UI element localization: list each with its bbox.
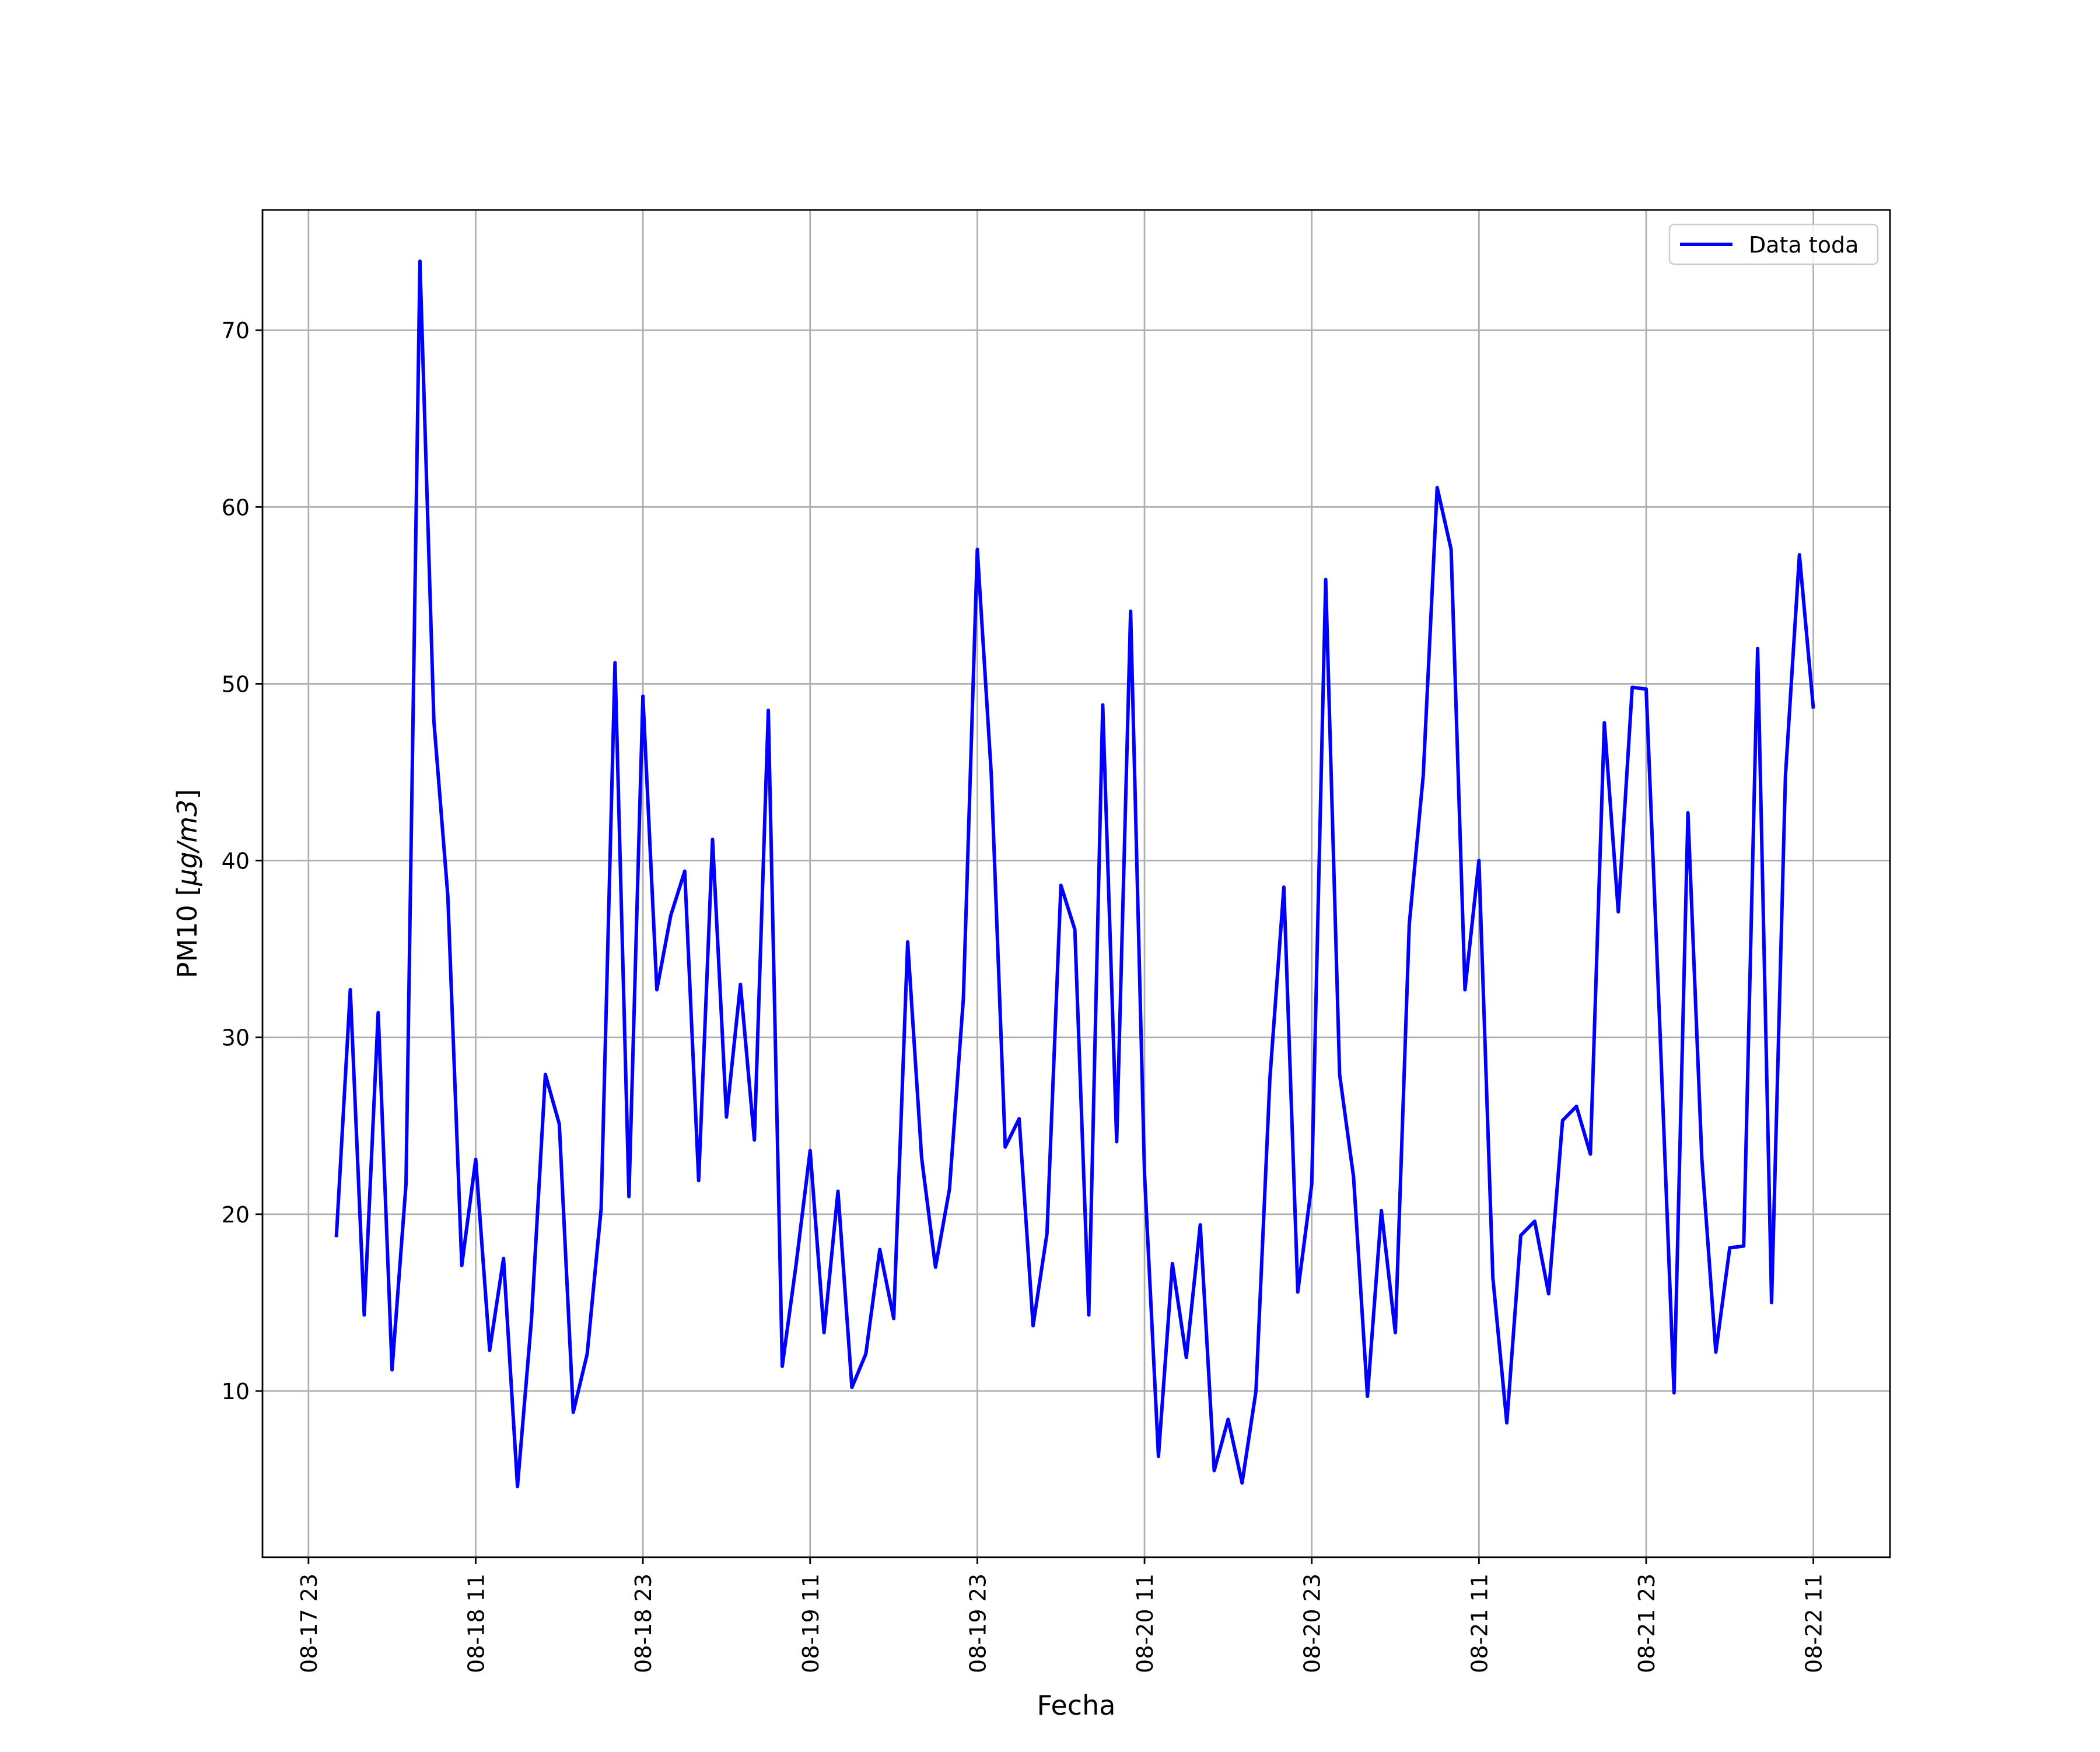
x-tick-label: 08-19 11	[798, 1574, 824, 1673]
x-tick-label: 08-17 23	[296, 1574, 322, 1673]
legend: Data toda	[1668, 223, 1879, 265]
y-axis-label-suffix: ]	[172, 789, 203, 800]
x-tick-label: 08-18 23	[631, 1574, 656, 1673]
legend-box	[1668, 223, 1879, 265]
y-axis-label: PM10 [μg/m3]	[172, 789, 203, 979]
x-tick-label: 08-18 11	[463, 1574, 489, 1673]
series-layer	[334, 259, 1815, 1488]
y-tick-label: 10	[222, 1379, 250, 1404]
x-tick-label: 08-20 11	[1132, 1574, 1158, 1673]
x-tick-label: 08-19 23	[965, 1574, 991, 1673]
x-tick-label: 08-20 23	[1300, 1574, 1325, 1673]
series-line-data-toda	[334, 259, 1815, 1488]
y-axis-label-unit: μg/m3	[172, 800, 203, 886]
x-tick-label: 08-21 23	[1634, 1574, 1660, 1673]
y-tick-label: 60	[222, 495, 250, 520]
y-tick-label: 40	[222, 849, 250, 874]
x-axis-label: Fecha	[1037, 1690, 1116, 1721]
grid-lines	[262, 210, 1890, 1557]
x-tick-label: 08-22 11	[1801, 1574, 1827, 1673]
y-axis-label-prefix: PM10 [	[172, 886, 203, 979]
x-tick-label: 08-21 11	[1466, 1574, 1492, 1673]
y-axis: 10 20 30 40 50 60 70	[222, 318, 262, 1404]
y-tick-label: 70	[222, 318, 250, 344]
legend-entry-data-toda: Data toda	[1749, 232, 1859, 258]
y-tick-label: 20	[222, 1202, 250, 1228]
y-tick-label: 30	[222, 1025, 250, 1051]
x-axis: 08-17 23 08-18 11 08-18 23 08-19 11 08-19 23…	[296, 1557, 1827, 1673]
y-tick-label: 50	[222, 671, 250, 697]
plot-frame	[261, 209, 1891, 1558]
